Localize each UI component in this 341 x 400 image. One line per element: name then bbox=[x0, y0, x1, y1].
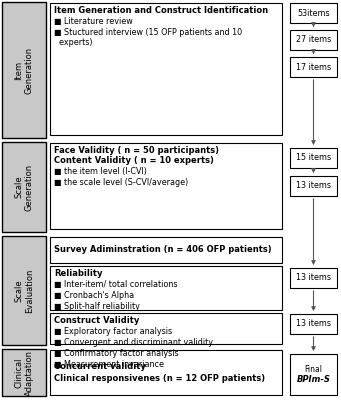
Text: ■ Split-half reliability: ■ Split-half reliability bbox=[54, 302, 140, 311]
Text: ■ Stuctured interview (15 OFP patients and 10
  experts): ■ Stuctured interview (15 OFP patients a… bbox=[54, 28, 242, 47]
Text: ■ Exploratory factor analysis: ■ Exploratory factor analysis bbox=[54, 327, 172, 336]
Text: Survey Adiminstration (n = 406 OFP patients): Survey Adiminstration (n = 406 OFP patie… bbox=[54, 246, 272, 254]
Text: Final: Final bbox=[305, 365, 323, 374]
Bar bbox=[290, 3, 337, 23]
Text: Face Validity ( n = 50 participants)
Content Validity ( n = 10 experts): Face Validity ( n = 50 participants) Con… bbox=[54, 146, 219, 166]
Text: ■ Convergent and discriminant validity: ■ Convergent and discriminant validity bbox=[54, 338, 213, 347]
Text: ■ the scale level (S-CVI/average): ■ the scale level (S-CVI/average) bbox=[54, 178, 188, 187]
Text: 13 items: 13 items bbox=[296, 182, 331, 190]
Text: Clinical
Adaptation: Clinical Adaptation bbox=[14, 350, 34, 396]
Text: 13 items: 13 items bbox=[296, 274, 331, 282]
Text: 15 items: 15 items bbox=[296, 154, 331, 162]
Text: Scale
Evaluation: Scale Evaluation bbox=[14, 268, 34, 313]
Text: ■ Literature review: ■ Literature review bbox=[54, 17, 133, 26]
Bar bbox=[50, 266, 282, 310]
Bar bbox=[50, 143, 282, 229]
Text: ■ Inter-item/ total correlations: ■ Inter-item/ total correlations bbox=[54, 280, 178, 289]
Text: ■ Confirmatory factor analysis: ■ Confirmatory factor analysis bbox=[54, 349, 179, 358]
Text: ■ Measurement invariance: ■ Measurement invariance bbox=[54, 360, 164, 369]
Text: Item Generation and Construct Identification: Item Generation and Construct Identifica… bbox=[54, 6, 268, 15]
Bar bbox=[2, 349, 46, 396]
Bar bbox=[290, 268, 337, 288]
Text: BPIm-S: BPIm-S bbox=[297, 375, 330, 384]
Text: 27 items: 27 items bbox=[296, 36, 331, 44]
Text: 53items: 53items bbox=[297, 8, 330, 18]
Text: Item
Generation: Item Generation bbox=[14, 46, 34, 94]
Bar bbox=[50, 3, 282, 135]
Text: 17 items: 17 items bbox=[296, 62, 331, 72]
Text: Concurrent validity
Clinical responsivenes (n = 12 OFP patients): Concurrent validity Clinical responsiven… bbox=[54, 362, 265, 382]
Text: 13 items: 13 items bbox=[296, 320, 331, 328]
Text: ■ Cronbach's Alpha: ■ Cronbach's Alpha bbox=[54, 291, 134, 300]
Bar bbox=[290, 148, 337, 168]
Bar bbox=[50, 237, 282, 263]
Text: Scale
Generation: Scale Generation bbox=[14, 164, 34, 210]
Bar bbox=[290, 314, 337, 334]
Bar bbox=[50, 350, 282, 395]
Text: Reliability: Reliability bbox=[54, 269, 103, 278]
Bar bbox=[2, 236, 46, 345]
Text: Construct Validity: Construct Validity bbox=[54, 316, 139, 325]
Bar bbox=[2, 142, 46, 232]
Bar bbox=[290, 354, 337, 395]
Bar bbox=[290, 176, 337, 196]
Text: ■ the item level (I-CVI): ■ the item level (I-CVI) bbox=[54, 167, 147, 176]
Bar bbox=[2, 2, 46, 138]
Bar bbox=[290, 30, 337, 50]
Bar bbox=[50, 313, 282, 344]
Bar bbox=[290, 57, 337, 77]
